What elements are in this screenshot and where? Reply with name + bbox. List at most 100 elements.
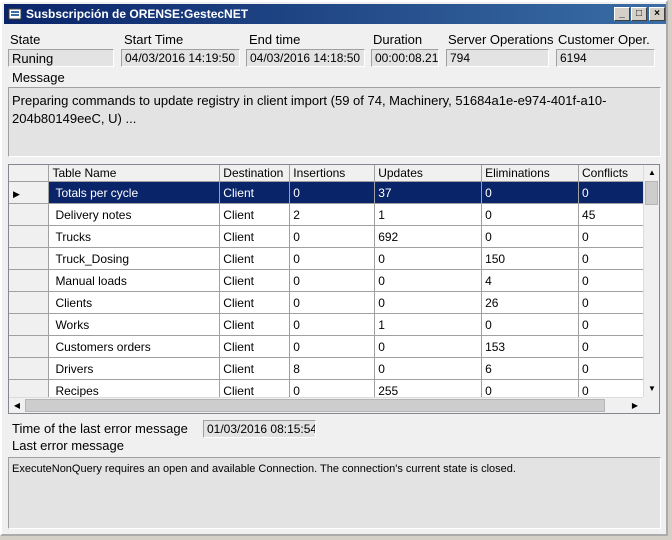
row-header[interactable] xyxy=(9,313,50,336)
vertical-scroll-thumb[interactable] xyxy=(645,181,658,205)
scroll-down-icon[interactable]: ▼ xyxy=(648,384,656,393)
start-time-label: Start Time xyxy=(124,32,184,47)
table-row[interactable]: Drivers Client 8 0 6 0 xyxy=(9,357,659,380)
cell-insertions[interactable]: 0 xyxy=(289,181,376,204)
cell-updates[interactable]: 1 xyxy=(374,313,483,336)
server-operations-field: 794 xyxy=(446,49,549,67)
cell-table-name[interactable]: Drivers xyxy=(48,357,221,380)
app-icon xyxy=(8,8,22,20)
table-row[interactable]: Clients Client 0 0 26 0 xyxy=(9,291,659,314)
row-header[interactable] xyxy=(9,203,50,226)
state-label: State xyxy=(10,32,41,47)
cell-eliminations[interactable]: 0 xyxy=(481,225,580,248)
cell-eliminations[interactable]: 6 xyxy=(481,357,580,380)
cell-destination[interactable]: Client xyxy=(219,181,291,204)
cell-eliminations[interactable]: 0 xyxy=(481,181,580,204)
cell-destination[interactable]: Client xyxy=(219,335,291,358)
customer-operations-field: 6194 xyxy=(556,49,655,67)
table-row[interactable]: Manual loads Client 0 0 4 0 xyxy=(9,269,659,292)
cell-table-name[interactable]: Clients xyxy=(48,291,221,314)
cell-table-name[interactable]: Trucks xyxy=(48,225,221,248)
customer-operations-label: Customer Oper. xyxy=(558,32,650,47)
cell-table-name[interactable]: Totals per cycle xyxy=(48,181,221,204)
row-header-corner xyxy=(9,165,50,182)
cell-updates[interactable]: 0 xyxy=(374,357,483,380)
cell-destination[interactable]: Client xyxy=(219,357,291,380)
window-title: Susbscripción de ORENSE:GestecNET xyxy=(26,7,249,21)
cell-destination[interactable]: Client xyxy=(219,313,291,336)
scroll-right-icon[interactable]: ▶ xyxy=(631,401,639,410)
close-button[interactable]: × xyxy=(649,7,665,21)
horizontal-scroll-thumb[interactable] xyxy=(25,399,605,412)
sync-tables-grid[interactable]: Table Name Destination Insertions Update… xyxy=(8,164,660,414)
cell-eliminations[interactable]: 150 xyxy=(481,247,580,270)
cell-destination[interactable]: Client xyxy=(219,203,291,226)
cell-insertions[interactable]: 0 xyxy=(289,247,376,270)
cell-insertions[interactable]: 8 xyxy=(289,357,376,380)
cell-table-name[interactable]: Works xyxy=(48,313,221,336)
cell-insertions[interactable]: 0 xyxy=(289,269,376,292)
table-row[interactable]: Delivery notes Client 2 1 0 45 xyxy=(9,203,659,226)
cell-table-name[interactable]: Truck_Dosing xyxy=(48,247,221,270)
cell-updates[interactable]: 0 xyxy=(374,335,483,358)
table-row[interactable]: Customers orders Client 0 0 153 0 xyxy=(9,335,659,358)
column-header-insertions[interactable]: Insertions xyxy=(289,165,376,182)
column-header-eliminations[interactable]: Eliminations xyxy=(481,165,580,182)
column-header-conflicts[interactable]: Conflicts xyxy=(578,165,659,182)
cell-insertions[interactable]: 0 xyxy=(289,335,376,358)
cell-destination[interactable]: Client xyxy=(219,269,291,292)
scroll-up-icon[interactable]: ▲ xyxy=(648,168,656,177)
last-error-message-label: Last error message xyxy=(12,438,124,453)
row-header[interactable] xyxy=(9,335,50,358)
row-header[interactable] xyxy=(9,225,50,248)
end-time-field: 04/03/2016 14:18:50 xyxy=(246,49,365,67)
cell-insertions[interactable]: 0 xyxy=(289,225,376,248)
cell-updates[interactable]: 0 xyxy=(374,247,483,270)
table-row[interactable]: Works Client 0 1 0 0 xyxy=(9,313,659,336)
cell-table-name[interactable]: Manual loads xyxy=(48,269,221,292)
scroll-left-icon[interactable]: ◀ xyxy=(13,401,21,410)
column-header-destination[interactable]: Destination xyxy=(219,165,291,182)
cell-insertions[interactable]: 2 xyxy=(289,203,376,226)
end-time-label: End time xyxy=(249,32,301,47)
cell-conflicts[interactable]: 45 xyxy=(578,203,659,226)
cell-eliminations[interactable]: 153 xyxy=(481,335,580,358)
cell-eliminations[interactable]: 26 xyxy=(481,291,580,314)
message-label: Message xyxy=(12,70,65,85)
last-error-message-box: ExecuteNonQuery requires an open and ava… xyxy=(8,457,661,529)
cell-eliminations[interactable]: 4 xyxy=(481,269,580,292)
row-header[interactable] xyxy=(9,247,50,270)
cell-destination[interactable]: Client xyxy=(219,247,291,270)
cell-updates[interactable]: 37 xyxy=(374,181,483,204)
minimize-button[interactable]: _ xyxy=(614,7,630,21)
grid-vertical-scrollbar[interactable]: ▲ ▼ xyxy=(643,165,659,397)
row-header[interactable] xyxy=(9,269,50,292)
maximize-button[interactable]: □ xyxy=(631,7,647,21)
cell-updates[interactable]: 0 xyxy=(374,269,483,292)
row-selector-icon: ▶ xyxy=(13,188,20,199)
row-header[interactable] xyxy=(9,357,50,380)
title-bar[interactable]: Susbscripción de ORENSE:GestecNET _ □ × xyxy=(4,4,666,24)
column-header-table-name[interactable]: Table Name xyxy=(48,165,221,182)
cell-table-name[interactable]: Customers orders xyxy=(48,335,221,358)
cell-updates[interactable]: 1 xyxy=(374,203,483,226)
last-error-time-label: Time of the last error message xyxy=(12,421,188,436)
cell-conflicts[interactable]: 0 xyxy=(578,181,659,204)
state-field: Runing xyxy=(8,49,114,67)
column-header-updates[interactable]: Updates xyxy=(374,165,483,182)
grid-horizontal-scrollbar[interactable]: ◀ ▶ xyxy=(9,397,643,413)
cell-table-name[interactable]: Delivery notes xyxy=(48,203,221,226)
cell-eliminations[interactable]: 0 xyxy=(481,313,580,336)
row-header[interactable]: ▶ xyxy=(9,181,50,204)
cell-updates[interactable]: 692 xyxy=(374,225,483,248)
row-header[interactable] xyxy=(9,291,50,314)
cell-updates[interactable]: 0 xyxy=(374,291,483,314)
table-row[interactable]: Truck_Dosing Client 0 0 150 0 xyxy=(9,247,659,270)
cell-insertions[interactable]: 0 xyxy=(289,313,376,336)
table-row[interactable]: ▶ Totals per cycle Client 0 37 0 0 xyxy=(9,181,659,204)
cell-destination[interactable]: Client xyxy=(219,225,291,248)
cell-insertions[interactable]: 0 xyxy=(289,291,376,314)
cell-eliminations[interactable]: 0 xyxy=(481,203,580,226)
table-row[interactable]: Trucks Client 0 692 0 0 xyxy=(9,225,659,248)
cell-destination[interactable]: Client xyxy=(219,291,291,314)
